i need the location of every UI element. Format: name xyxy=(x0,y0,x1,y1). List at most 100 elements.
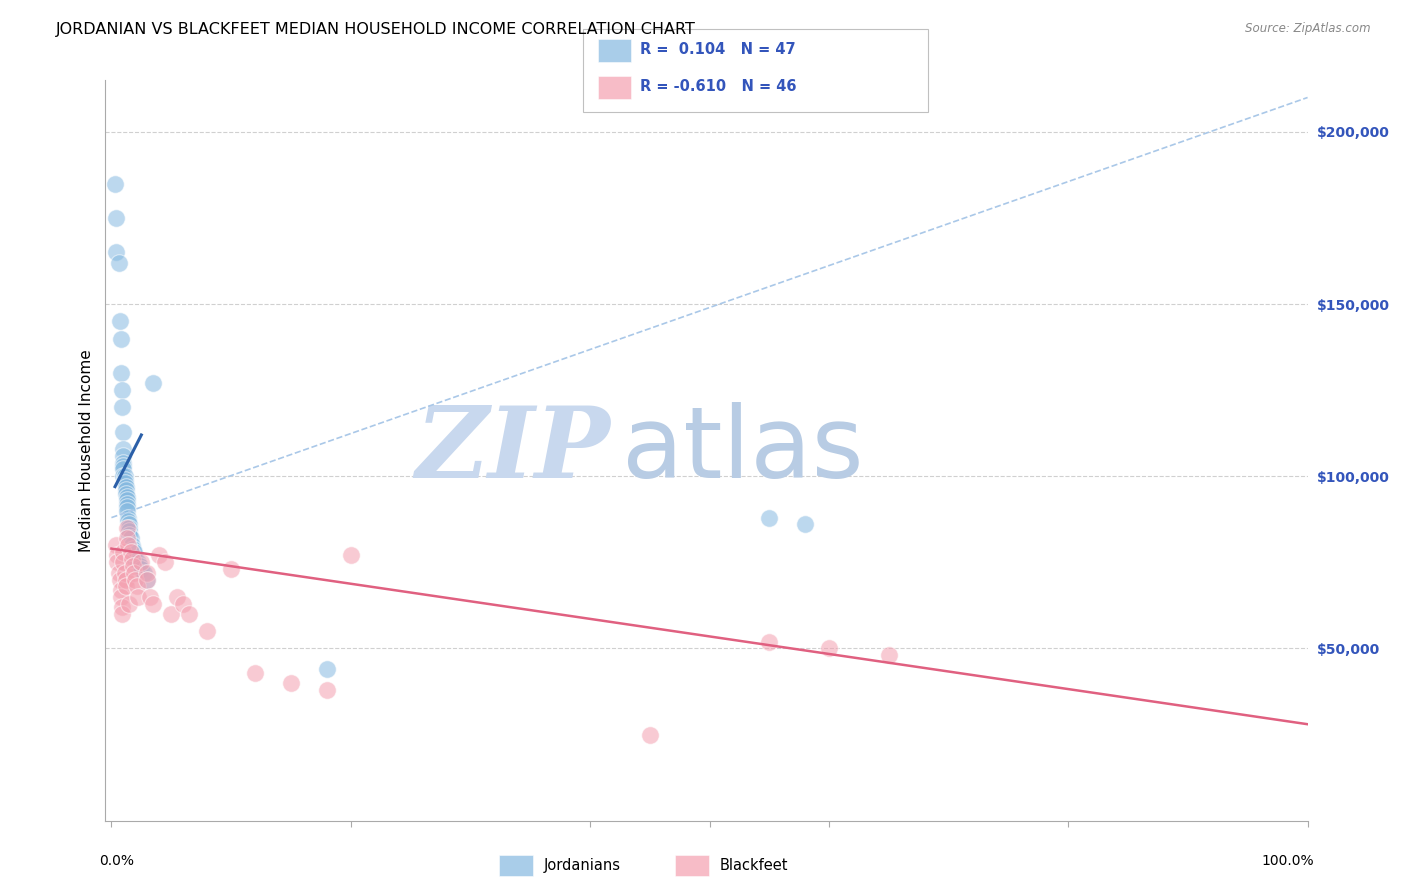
Point xyxy=(219,562,242,576)
Point xyxy=(142,376,165,391)
Point xyxy=(107,549,129,563)
Text: 100.0%: 100.0% xyxy=(1261,854,1313,868)
Point xyxy=(280,676,302,690)
Point xyxy=(758,510,780,524)
Point xyxy=(108,314,131,328)
Point xyxy=(124,573,146,587)
Point xyxy=(112,449,135,463)
Text: ZIP: ZIP xyxy=(415,402,610,499)
Text: Source: ZipAtlas.com: Source: ZipAtlas.com xyxy=(1246,22,1371,36)
Point xyxy=(117,510,139,524)
Point xyxy=(114,579,136,593)
Point xyxy=(179,607,201,621)
Point xyxy=(127,555,149,569)
Point xyxy=(105,245,128,260)
Point xyxy=(120,545,142,559)
Point xyxy=(115,497,138,511)
Text: R =  0.104   N = 47: R = 0.104 N = 47 xyxy=(640,43,796,57)
Point xyxy=(114,480,136,494)
Text: Blackfeet: Blackfeet xyxy=(720,858,789,872)
Point xyxy=(132,566,155,580)
Point xyxy=(124,552,146,566)
Point xyxy=(315,682,337,697)
Point xyxy=(115,531,138,545)
Point xyxy=(794,517,817,532)
Point xyxy=(136,573,159,587)
Point xyxy=(155,555,177,569)
Point xyxy=(107,555,129,569)
Point xyxy=(131,555,153,569)
Point xyxy=(114,566,136,580)
Point xyxy=(107,566,129,580)
Point xyxy=(122,545,145,559)
Point xyxy=(112,458,135,473)
Point xyxy=(118,521,141,535)
Point xyxy=(339,549,361,563)
Point xyxy=(136,573,159,587)
Text: JORDANIAN VS BLACKFEET MEDIAN HOUSEHOLD INCOME CORRELATION CHART: JORDANIAN VS BLACKFEET MEDIAN HOUSEHOLD … xyxy=(56,22,696,37)
Point xyxy=(118,597,141,611)
Point xyxy=(118,524,141,539)
Point xyxy=(108,573,131,587)
Point xyxy=(115,493,138,508)
Point xyxy=(877,648,900,663)
Text: Jordanians: Jordanians xyxy=(544,858,621,872)
Point xyxy=(138,590,160,604)
Point xyxy=(112,555,135,569)
Point xyxy=(315,662,337,676)
Point xyxy=(195,624,218,639)
Point xyxy=(136,566,159,580)
Point xyxy=(107,256,129,270)
Point xyxy=(110,590,132,604)
Point xyxy=(114,486,136,500)
Point xyxy=(110,582,132,597)
Point xyxy=(115,521,138,535)
Point xyxy=(121,538,143,552)
Point xyxy=(117,538,139,552)
Text: atlas: atlas xyxy=(623,402,865,499)
Point xyxy=(127,590,149,604)
Point xyxy=(120,531,142,545)
Point xyxy=(758,634,780,648)
Point xyxy=(122,558,145,573)
Point xyxy=(114,483,136,497)
Point xyxy=(121,552,143,566)
Point xyxy=(118,528,141,542)
Point xyxy=(104,177,127,191)
Point xyxy=(110,366,132,380)
Point xyxy=(112,469,135,483)
Point xyxy=(110,332,132,346)
Y-axis label: Median Household Income: Median Household Income xyxy=(79,349,94,552)
Point xyxy=(111,401,134,415)
Point xyxy=(111,383,134,397)
Point xyxy=(112,545,135,559)
Point xyxy=(122,566,145,580)
Point xyxy=(111,607,134,621)
Point xyxy=(117,514,139,528)
Point xyxy=(105,211,128,225)
Point xyxy=(114,573,136,587)
Point xyxy=(114,469,136,483)
Point xyxy=(638,727,661,741)
Point xyxy=(111,600,134,615)
Point xyxy=(129,558,152,573)
Point xyxy=(115,490,138,504)
Text: R = -0.610   N = 46: R = -0.610 N = 46 xyxy=(640,79,796,94)
Point xyxy=(112,456,135,470)
Point xyxy=(112,442,135,456)
Point xyxy=(142,597,165,611)
Text: 0.0%: 0.0% xyxy=(100,854,135,868)
Point xyxy=(114,476,136,491)
Point xyxy=(243,665,266,680)
Point xyxy=(114,473,136,487)
Point xyxy=(112,425,135,439)
Point xyxy=(115,500,138,515)
Point xyxy=(122,541,145,556)
Point xyxy=(105,538,128,552)
Point xyxy=(125,579,148,593)
Point xyxy=(118,517,141,532)
Point xyxy=(160,607,183,621)
Point xyxy=(131,562,153,576)
Point xyxy=(112,462,135,476)
Point xyxy=(166,590,188,604)
